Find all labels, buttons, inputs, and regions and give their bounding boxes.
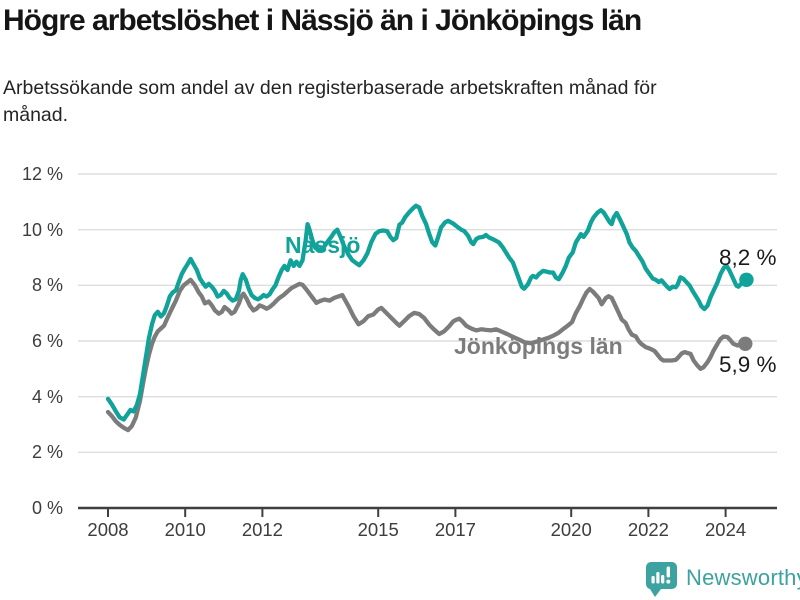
bar-1 [651, 576, 655, 584]
x-tick-label-2022: 2022 [627, 519, 669, 540]
brand-name: Newsworthy [686, 565, 800, 590]
end-dot-jonkopings-lan [738, 336, 753, 351]
y-tick-label-10: 10 % [21, 219, 63, 240]
x-tick-label-2017: 2017 [434, 519, 476, 540]
x-tick-label-2024: 2024 [705, 519, 747, 540]
y-tick-label-2: 2 % [31, 442, 63, 463]
x-tick-label-2008: 2008 [87, 519, 129, 540]
x-tick-label-2020: 2020 [550, 519, 592, 540]
bar-2 [656, 572, 660, 584]
y-tick-label-6: 6 % [31, 331, 63, 351]
newsworthy-logo-icon [645, 562, 677, 597]
x-tick-label-2015: 2015 [357, 519, 399, 540]
y-tick-label-8: 8 % [31, 275, 63, 296]
end-dot-nassjo [739, 272, 754, 287]
series-line-nassjo [105, 203, 749, 422]
end-value-label-jonkopings-lan: 5,9 % [719, 352, 777, 377]
brand-footer: Newsworthy [645, 561, 800, 598]
y-tick-label-0: 0 % [31, 498, 63, 518]
series-label-nassjo: Nässjö [285, 232, 361, 258]
y-tick-label-12: 12 % [21, 164, 63, 184]
exclamation-stem [666, 566, 670, 578]
bar-3 [661, 575, 665, 584]
series-label-jonkopings-lan: Jönköpings län [454, 333, 623, 359]
series-line-jonkopings-lan [105, 277, 748, 433]
chart-title: Högre arbetslöshet i Nässjö än i Jönköpi… [3, 4, 642, 37]
x-tick-label-2010: 2010 [164, 519, 206, 540]
exclamation-dot [666, 579, 671, 584]
x-tick-label-2012: 2012 [241, 519, 283, 540]
end-value-label-nassjo: 8,2 % [719, 245, 777, 270]
y-tick-label-4: 4 % [31, 386, 63, 407]
chart-subtitle: Arbetssökande som andel av den registerb… [3, 77, 657, 126]
